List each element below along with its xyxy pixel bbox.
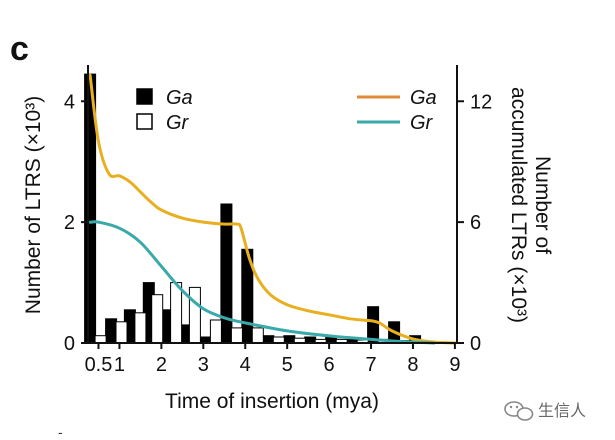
legend-label-gr-line: Gr [410, 112, 434, 134]
legend-label-gr-bar: Gr [166, 112, 190, 134]
footer-mark: - [58, 424, 63, 440]
left-axis-ticks: 0 2 4 [64, 91, 88, 355]
x-axis-ticks: 0.5 1 2 3 4 5 6 7 8 9 [85, 343, 460, 376]
bar-gr-8 [251, 327, 264, 344]
bar-legend: Ga Gr [136, 87, 193, 134]
legend-swatch-gr-bar [136, 113, 153, 130]
bar-gr-6 [209, 319, 222, 344]
right-axis-ticks: 0 6 12 [457, 91, 492, 355]
y-right-tick-label: 12 [470, 91, 492, 113]
legend-label-ga-bar: Ga [166, 87, 193, 109]
right-axis-title-line2: accumulated LTRs (×10³) [507, 87, 530, 323]
bar-gr-5 [188, 286, 201, 344]
y-right-tick-label: 6 [470, 212, 481, 234]
x-tick-label: 3 [198, 354, 209, 376]
wechat-icon [504, 401, 534, 421]
left-axis-title: Number of LTRS (×10³) [22, 96, 45, 314]
line-legend: Ga Gr [357, 87, 437, 134]
x-tick-label: 0.5 [85, 354, 113, 376]
bar-ga-1 [105, 318, 118, 344]
legend-label-ga-line: Ga [410, 87, 437, 109]
y-left-tick-label: 4 [64, 91, 75, 113]
lines-layer [88, 73, 457, 345]
bar-gr-4 [170, 282, 183, 344]
bar-gr-1 [115, 321, 128, 344]
bar-ga-14 [367, 306, 380, 344]
watermark: 生信人 [504, 401, 586, 421]
x-axis-title: Time of insertion (mya) [165, 390, 379, 413]
bar-gr-2 [134, 312, 147, 344]
x-tick-label: 9 [449, 354, 460, 376]
x-tick-label: 5 [282, 354, 293, 376]
bars-layer [84, 73, 422, 344]
right-axis-title-line1: Number of [531, 156, 554, 254]
bar-ga-9 [262, 335, 275, 344]
bar-ga-10 [283, 335, 296, 344]
x-tick-label: 2 [156, 354, 167, 376]
legend-swatch-ga-bar [136, 88, 153, 105]
line-ga-accumulated [88, 73, 457, 345]
y-left-tick-label: 0 [64, 333, 75, 355]
x-tick-label: 1 [114, 354, 125, 376]
y-right-tick-label: 0 [470, 333, 481, 355]
watermark-text: 生信人 [538, 402, 586, 420]
bar-gr-7 [230, 327, 243, 344]
panel-label: c [10, 30, 29, 68]
bar-gr-3 [151, 294, 164, 344]
x-tick-label: 4 [240, 354, 251, 376]
x-tick-label: 6 [324, 354, 335, 376]
x-tick-label: 8 [407, 354, 418, 376]
line-gr-accumulated [88, 220, 436, 345]
y-left-tick-label: 2 [64, 212, 75, 234]
x-tick-label: 7 [365, 354, 376, 376]
bar-gr-0 [94, 335, 107, 344]
